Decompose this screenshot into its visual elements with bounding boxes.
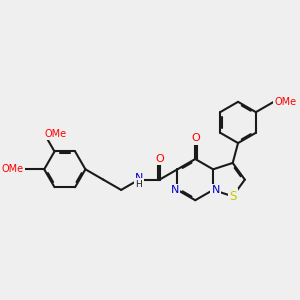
Text: N: N — [171, 185, 179, 195]
Text: OMe: OMe — [1, 164, 23, 174]
Text: O: O — [191, 134, 200, 143]
Text: OMe: OMe — [274, 97, 296, 107]
Text: OMe: OMe — [44, 129, 67, 139]
Text: H: H — [136, 180, 142, 189]
Text: N: N — [135, 173, 143, 183]
Text: N: N — [212, 185, 220, 195]
Text: S: S — [229, 190, 236, 203]
Text: O: O — [155, 154, 164, 164]
